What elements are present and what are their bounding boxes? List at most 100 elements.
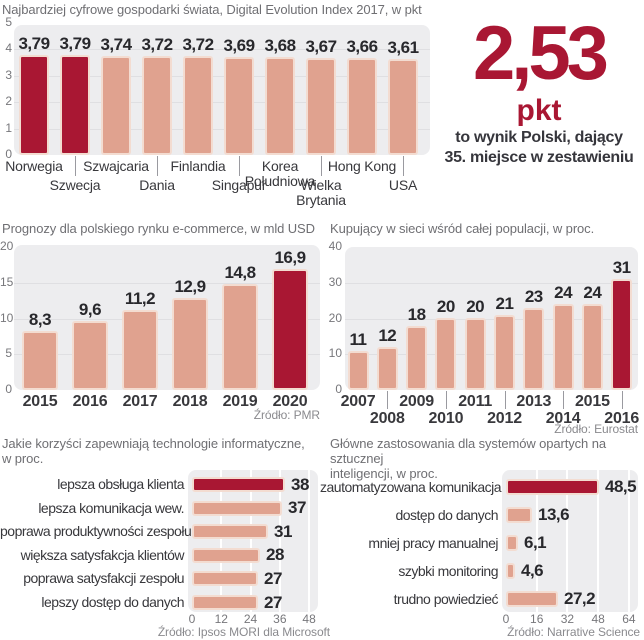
it-benefits-label-lepsza-obs-uga-klienta: lepsza obsługa klienta	[57, 476, 184, 492]
online-buyers-bar-2013	[523, 308, 545, 390]
ai-uses-gridline-32	[566, 470, 569, 612]
online-buyers-value-2010: 20	[436, 297, 455, 316]
digital-index-tick-usa	[403, 156, 404, 176]
digital-index-ytick-5: 5	[5, 14, 12, 29]
ai-uses-bar-szybki-monitoring	[506, 563, 515, 579]
ecommerce-label-2017: 2017	[122, 393, 158, 410]
ecommerce-bar-2018	[172, 298, 208, 390]
digital-index-bar-norwegia	[19, 55, 49, 155]
it-benefits-title: Jakie korzyści zapewniają technologie in…	[2, 436, 322, 466]
online-buyers-bar-2016	[611, 279, 633, 390]
online-buyers-label-2007: 2007	[340, 393, 376, 410]
it-benefits-label-poprawa-produktywno-ci-zespo-u: poprawa produktywności zespołu	[0, 523, 192, 540]
digital-index-value-hong-kong: 3,66	[346, 37, 378, 56]
digital-index-value-korea-po-udniowa: 3,68	[264, 36, 296, 55]
it-benefits-source: Źródło: Ipsos MORI dla Microsoft	[157, 625, 330, 639]
ai-uses-xtick-0: 0	[502, 612, 510, 626]
online-buyers-label-2011: 2011	[458, 393, 493, 410]
ecommerce-gridline-15	[14, 282, 320, 284]
digital-index-value-szwajcaria: 3,74	[100, 35, 132, 54]
poland-score-value: 2,53	[473, 11, 609, 96]
online-buyers-bar-2009	[406, 326, 428, 390]
it-benefits-value-poprawa-produktywno-ci-zespo-u: 31	[274, 521, 292, 541]
online-buyers-ytick-10: 10	[328, 346, 342, 361]
digital-index-tick-wielka-brytania	[321, 156, 322, 176]
online-buyers-bar-2008	[376, 347, 398, 390]
online-buyers-bar-2015	[581, 304, 603, 390]
digital-index-bar-hong-kong	[347, 58, 377, 155]
ai-uses-title-line2: inteligencji, w proc.	[330, 466, 438, 481]
it-benefits-value-poprawa-satysfakcji-zespo-u: 27	[264, 568, 282, 588]
poland-score-unit: pkt	[516, 94, 562, 127]
online-buyers-gridline-20	[345, 318, 638, 320]
digital-index-gridline-3	[14, 75, 430, 77]
digital-index-gridline-2	[14, 102, 430, 103]
it-benefits-plot-panel	[188, 470, 318, 612]
online-buyers-bar-2014	[552, 304, 574, 390]
online-buyers-source: Źródło: Eurostat	[554, 422, 638, 436]
ai-uses-plot-panel	[502, 470, 638, 612]
ecommerce-value-2020: 16,9	[274, 248, 306, 267]
ecommerce-gridline-5	[14, 354, 320, 356]
poland-score-callout: 2,53 pkt to wynik Polski, dający 35. mie…	[434, 14, 644, 168]
digital-index-value-wielka-brytania: 3,67	[305, 37, 337, 56]
online-buyers-label-2013: 2013	[516, 393, 552, 410]
online-buyers-label-2015: 2015	[574, 393, 610, 410]
ecommerce-bar-2017	[122, 310, 158, 390]
it-benefits-bar-lepsza-komunikacja-wew	[192, 500, 282, 516]
digital-index-bar-finlandia	[183, 56, 213, 155]
online-buyers-ytick-30: 30	[328, 274, 342, 289]
ai-uses-value-mniej-pracy-manualnej: 6,1	[524, 533, 547, 552]
it-benefits-value-lepsza-obs-uga-klienta: 38	[291, 474, 309, 494]
online-buyers-bar-2007	[347, 351, 369, 390]
digital-index-title: Najbardziej cyfrowe gospodarki świata, D…	[2, 2, 422, 17]
ai-uses-xtick-64: 64	[622, 612, 636, 626]
ai-uses-title-line1: Główne zastosowania dla systemów opartyc…	[330, 436, 606, 466]
digital-index-value-finlandia: 3,72	[182, 35, 214, 54]
online-buyers-label-2008: 2008	[369, 410, 405, 427]
poland-score-caption-line2: 35. miejsce w zestawieniu	[444, 149, 634, 166]
digital-index-label-wielka-brytania: Wielka Brytania	[296, 177, 346, 208]
ecommerce-bar-2019	[222, 284, 258, 390]
ecommerce-ytick-0: 0	[5, 382, 12, 396]
digital-index-value-usa: 3,61	[387, 38, 419, 57]
ai-uses-source: Źródło: Narrative Science	[507, 625, 640, 639]
digital-index-gridline-4	[14, 49, 430, 50]
ecommerce-plot-panel	[14, 245, 320, 390]
ecommerce-label-2020: 2020	[272, 393, 308, 410]
online-buyers-value-2007: 11	[349, 330, 367, 349]
it-benefits-value-wi-ksza-satysfakcja-klient-w: 28	[266, 545, 284, 565]
ecommerce-ytick-5: 5	[5, 346, 12, 361]
ai-uses-label-zautomatyzowana-komunikacja: zautomatyzowana komunikacja	[320, 479, 502, 495]
it-benefits-xtick-0: 0	[188, 612, 196, 626]
online-buyers-ytick-0: 0	[335, 382, 342, 396]
online-buyers-title: Kupujący w sieci wśród całej populacji, …	[330, 221, 595, 236]
it-benefits-bar-poprawa-satysfakcji-zespo-u	[192, 571, 258, 587]
ecommerce-ytick-15: 15	[0, 274, 14, 289]
ai-uses-xtick-32: 32	[560, 612, 575, 626]
ecommerce-source: Źródło: PMR	[253, 408, 320, 422]
online-buyers-tick-2016	[621, 391, 623, 409]
online-buyers-bar-2010	[435, 318, 457, 390]
it-benefits-gridline-12	[220, 470, 223, 612]
online-buyers-bar-2011	[464, 318, 486, 390]
it-benefits-gridline-24	[249, 470, 252, 612]
ecommerce-value-2017: 11,2	[124, 289, 156, 308]
ecommerce-value-2019: 14,8	[224, 263, 256, 282]
digital-index-bar-usa	[388, 59, 418, 155]
digital-index-tick-szwecja	[75, 156, 76, 176]
ai-uses-label-szybki-monitoring: szybki monitoring	[398, 563, 498, 579]
online-buyers-tick-2014	[563, 391, 565, 409]
digital-index-plot-panel	[14, 25, 430, 155]
digital-index-bar-szwecja	[60, 55, 90, 155]
ai-uses-xtick-16: 16	[530, 612, 544, 626]
ecommerce-value-2015: 8,3	[28, 310, 52, 329]
ecommerce-label-2019: 2019	[222, 393, 258, 410]
online-buyers-gridline-30	[345, 282, 638, 284]
it-benefits-xtick-48: 48	[302, 612, 316, 626]
it-benefits-label-lepsza-komunikacja-wew: lepsza komunikacja wew.	[38, 499, 184, 516]
ecommerce-label-2018: 2018	[172, 393, 208, 410]
online-buyers-ytick-40: 40	[328, 239, 342, 253]
digital-index-value-dania: 3,72	[141, 35, 173, 54]
it-benefits-gridline-48	[308, 470, 311, 612]
